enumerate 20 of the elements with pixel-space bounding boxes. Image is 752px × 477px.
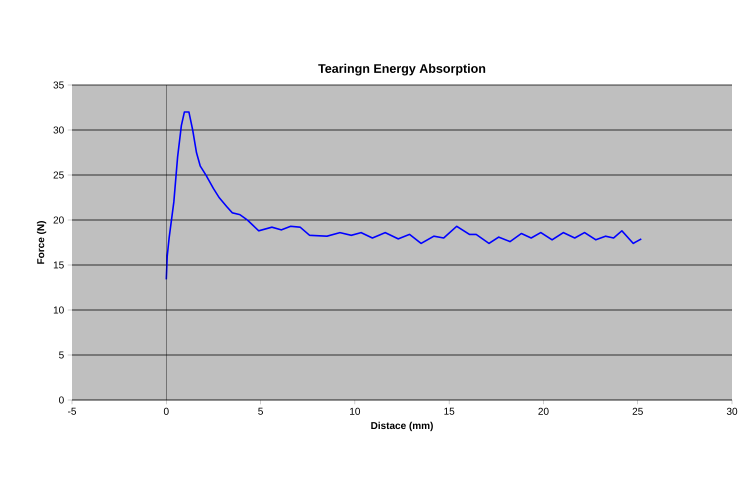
x-tick-label: 10 xyxy=(350,408,360,415)
y-tick-label: 25 xyxy=(54,171,64,179)
x-tick-label: 30 xyxy=(726,408,738,415)
y-axis-title: Force (N) xyxy=(36,221,46,264)
y-tick-label: 20 xyxy=(54,216,64,224)
line-series xyxy=(165,111,642,280)
x-axis-title: Distace (mm) xyxy=(371,422,433,432)
y-tick-label: 10 xyxy=(54,306,64,314)
y-tick-label: 5 xyxy=(59,352,64,358)
y-tick-label: 15 xyxy=(54,262,64,268)
x-tick-label: 15 xyxy=(444,408,454,415)
x-tick-label: -5 xyxy=(68,408,76,415)
x-tick-label: 5 xyxy=(258,408,263,415)
chart-title: Tearingn Energy Absorption xyxy=(318,64,486,76)
y-tick-label: 30 xyxy=(53,126,64,134)
x-tick-label: 25 xyxy=(632,408,643,415)
x-tick-label: 20 xyxy=(538,408,549,415)
x-tick-label: 0 xyxy=(164,408,169,415)
y-tick-label: 35 xyxy=(53,81,64,89)
y-tick-label: 0 xyxy=(59,396,64,404)
